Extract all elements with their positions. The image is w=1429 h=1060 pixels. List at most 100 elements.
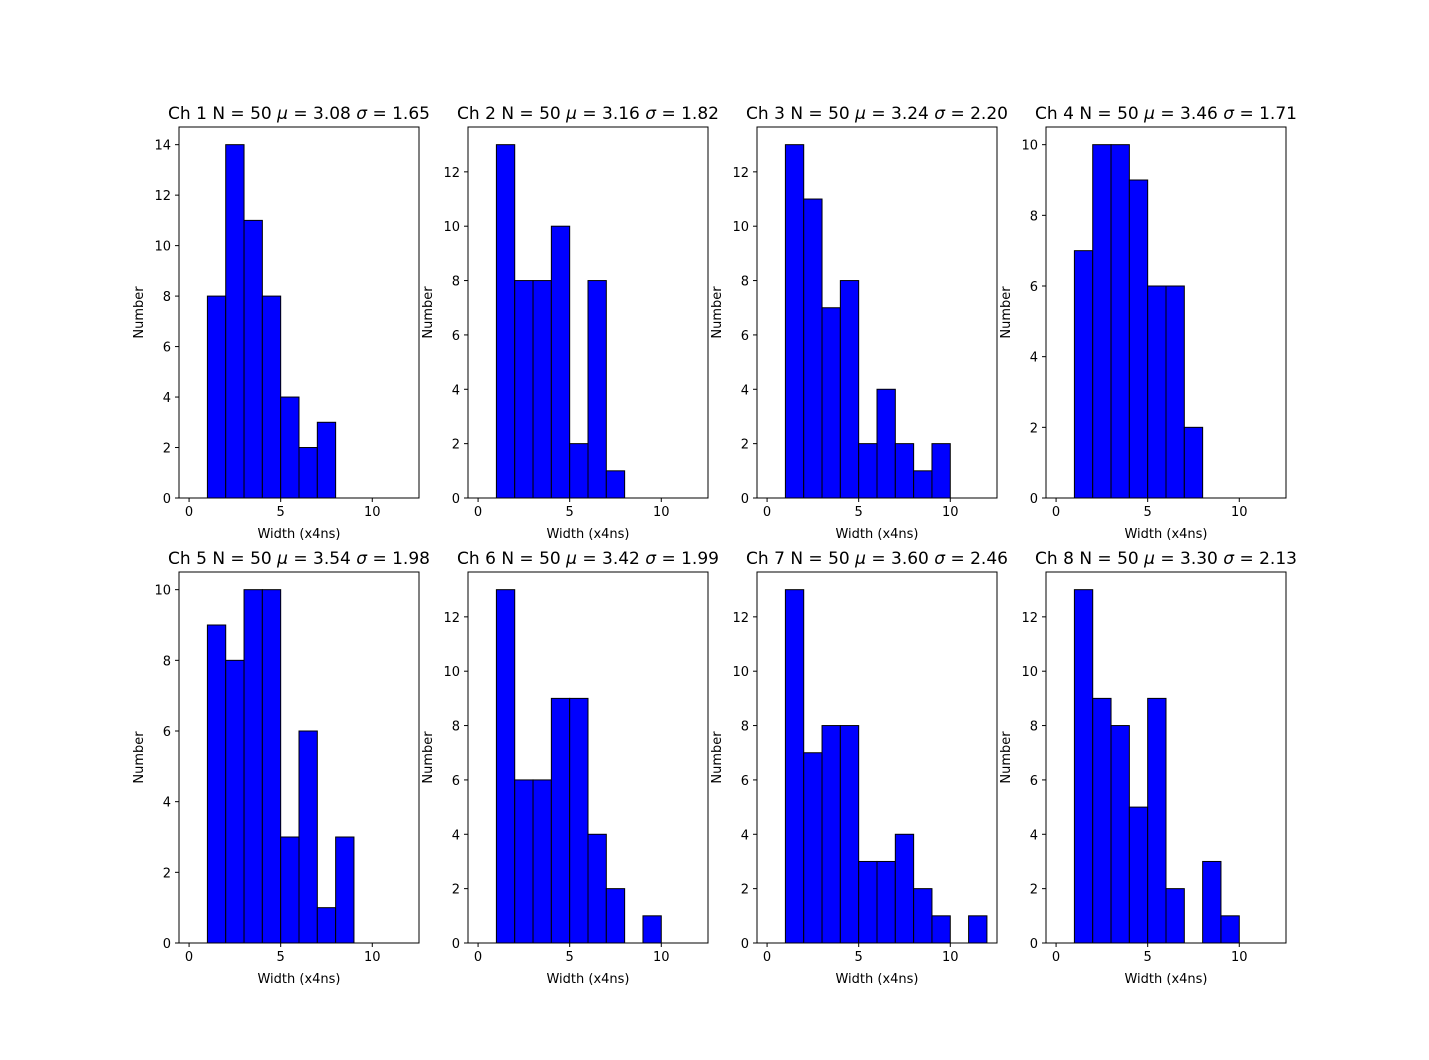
histogram-panel-6: 0 5 10 0 2 4 6 8 10 12 Width (x4ns) Number Ch 6 N = … bbox=[421, 549, 719, 987]
y-axis-label: Number bbox=[132, 731, 147, 784]
chart-title-part: σ bbox=[645, 104, 657, 124]
histogram-bar bbox=[1110, 725, 1130, 944]
axes-frame bbox=[178, 126, 420, 499]
x-tick-label: 5 bbox=[855, 505, 863, 520]
histogram-bar bbox=[821, 307, 841, 499]
chart-title-part: μ bbox=[565, 549, 577, 569]
histogram-bar bbox=[532, 779, 552, 944]
x-axis-label: Width (x4ns) bbox=[835, 527, 918, 542]
histogram-bar bbox=[587, 280, 607, 499]
chart-title-part: = 3.60 bbox=[866, 549, 934, 569]
y-tick-label: 4 bbox=[1030, 828, 1038, 843]
y-tick-label: 0 bbox=[1030, 492, 1038, 507]
histogram-bar bbox=[784, 589, 805, 944]
chart-title-part: μ bbox=[565, 104, 577, 124]
chart-title-part: Ch 2 N = 50 bbox=[457, 104, 566, 124]
histogram-bar bbox=[803, 752, 823, 944]
y-tick-label: 12 bbox=[154, 189, 171, 204]
histogram-bar bbox=[913, 888, 933, 944]
histogram-bar bbox=[1073, 250, 1094, 499]
histogram-bar bbox=[931, 915, 951, 944]
y-tick-label: 4 bbox=[163, 796, 171, 811]
chart-title-part: μ bbox=[276, 549, 288, 569]
histogram-bar bbox=[298, 447, 318, 499]
histogram-bar bbox=[225, 144, 245, 499]
axes-frame bbox=[756, 126, 998, 499]
y-tick-label: 4 bbox=[452, 383, 460, 398]
chart-title-part: = 2.20 bbox=[945, 104, 1008, 124]
chart-title-part: μ bbox=[1143, 104, 1155, 124]
chart-title: Ch 7 N = 50 μ = 3.60 σ = 2.46 bbox=[746, 549, 1008, 569]
y-tick-label: 10 bbox=[732, 665, 749, 680]
x-tick-label: 0 bbox=[1052, 505, 1060, 520]
y-tick-label: 12 bbox=[732, 611, 749, 626]
histogram-bar bbox=[1092, 144, 1112, 499]
chart-title-part: = 3.16 bbox=[577, 104, 645, 124]
axes-frame bbox=[467, 571, 709, 944]
chart-title-part: σ bbox=[1223, 549, 1235, 569]
y-tick-label: 2 bbox=[741, 438, 749, 453]
y-tick-label: 12 bbox=[1021, 611, 1038, 626]
chart-title-part: σ bbox=[356, 104, 368, 124]
x-tick-label: 10 bbox=[1231, 505, 1248, 520]
histogram-bar bbox=[587, 833, 607, 944]
histogram-bar bbox=[569, 697, 589, 944]
chart-title: Ch 6 N = 50 μ = 3.42 σ = 1.99 bbox=[457, 549, 719, 569]
chart-title-part: = 3.30 bbox=[1155, 549, 1223, 569]
y-tick-label: 10 bbox=[1021, 139, 1038, 154]
y-tick-label: 4 bbox=[741, 383, 749, 398]
histogram-bar bbox=[206, 295, 227, 499]
histogram-bar bbox=[1220, 915, 1240, 944]
y-tick-label: 2 bbox=[1030, 421, 1038, 436]
histogram-panel-3: 0 5 10 0 2 4 6 8 10 12 Width (x4ns) Number Ch 3 N = … bbox=[710, 104, 1008, 542]
y-tick-label: 10 bbox=[443, 665, 460, 680]
x-axis-label: Width (x4ns) bbox=[835, 972, 918, 987]
histogram-bar bbox=[858, 443, 878, 499]
histogram-bar bbox=[550, 225, 571, 499]
histogram-bar bbox=[876, 388, 896, 499]
y-tick-label: 0 bbox=[1030, 937, 1038, 952]
y-axis-label: Number bbox=[421, 286, 436, 339]
y-tick-label: 0 bbox=[741, 492, 749, 507]
y-tick-label: 12 bbox=[732, 166, 749, 181]
histogram-bar bbox=[931, 443, 951, 499]
y-tick-label: 2 bbox=[1030, 883, 1038, 898]
histogram-bar bbox=[335, 836, 355, 944]
y-tick-label: 2 bbox=[163, 442, 171, 457]
y-tick-label: 0 bbox=[163, 492, 171, 507]
chart-title-part: = 3.08 bbox=[288, 104, 356, 124]
chart-title-part: μ bbox=[276, 104, 288, 124]
x-tick-label: 5 bbox=[277, 505, 285, 520]
y-tick-label: 8 bbox=[452, 720, 460, 735]
histogram-bar bbox=[876, 860, 896, 944]
histogram-bar bbox=[225, 659, 245, 944]
y-tick-label: 6 bbox=[1030, 774, 1038, 789]
histogram-bar bbox=[495, 144, 516, 499]
histogram-bar bbox=[1147, 285, 1167, 499]
chart-title-part: = 3.24 bbox=[866, 104, 934, 124]
x-tick-label: 5 bbox=[277, 950, 285, 965]
axes-frame bbox=[756, 571, 998, 944]
chart-title-part: Ch 6 N = 50 bbox=[457, 549, 566, 569]
y-axis-label: Number bbox=[421, 731, 436, 784]
chart-title-part: σ bbox=[934, 104, 946, 124]
y-tick-label: 8 bbox=[741, 275, 749, 290]
chart-title-part: Ch 8 N = 50 bbox=[1035, 549, 1144, 569]
x-tick-label: 10 bbox=[364, 505, 381, 520]
y-tick-label: 10 bbox=[732, 220, 749, 235]
histogram-bar bbox=[1165, 285, 1185, 499]
y-tick-label: 8 bbox=[163, 654, 171, 669]
chart-title-part: σ bbox=[934, 549, 946, 569]
y-tick-label: 8 bbox=[452, 275, 460, 290]
y-tick-label: 2 bbox=[452, 438, 460, 453]
chart-title: Ch 8 N = 50 μ = 3.30 σ = 2.13 bbox=[1035, 549, 1297, 569]
x-axis-label: Width (x4ns) bbox=[257, 527, 340, 542]
y-tick-label: 4 bbox=[452, 828, 460, 843]
y-axis-label: Number bbox=[710, 286, 725, 339]
x-tick-label: 10 bbox=[653, 950, 670, 965]
y-tick-label: 6 bbox=[741, 329, 749, 344]
chart-title-part: Ch 4 N = 50 bbox=[1035, 104, 1144, 124]
chart-title-part: μ bbox=[854, 104, 866, 124]
axes-frame bbox=[1045, 126, 1287, 499]
